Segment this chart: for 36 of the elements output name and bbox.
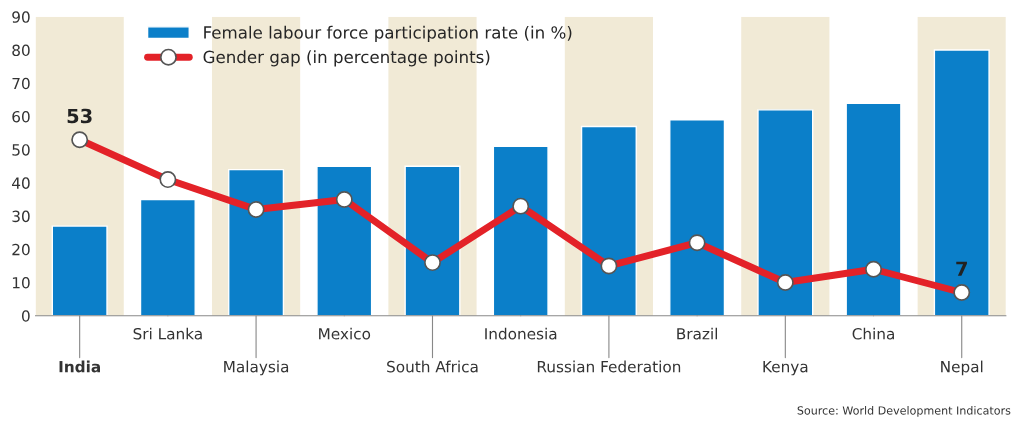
bar xyxy=(845,102,902,316)
x-tick-label: India xyxy=(59,360,100,373)
x-tick-label: South Africa xyxy=(387,360,478,373)
x-tick-label: Russian Federation xyxy=(537,360,681,373)
x-tick-label: Nepal xyxy=(941,360,983,376)
legend-label: Gender gap (in percentage points) xyxy=(203,50,490,67)
bar xyxy=(51,225,108,316)
y-tick-label: 50 xyxy=(12,144,30,156)
data-label: 7 xyxy=(956,261,967,276)
y-tick-label: 0 xyxy=(21,310,30,322)
y-tick-label: 20 xyxy=(12,243,30,256)
source-note: Source: World Development Indicators xyxy=(797,406,1011,417)
y-tick-label: 90 xyxy=(12,11,30,23)
legend-label: Female labour force participation rate (in %) xyxy=(204,25,572,42)
x-tick-label: Mexico xyxy=(319,327,371,340)
bar xyxy=(316,165,373,316)
y-tick-label: 40 xyxy=(12,177,30,189)
bar xyxy=(580,125,637,316)
bar xyxy=(228,168,285,316)
y-tick-label: 30 xyxy=(12,210,30,223)
bar xyxy=(669,119,726,316)
y-tick-label: 70 xyxy=(12,77,30,90)
bar xyxy=(492,145,549,316)
data-label: 53 xyxy=(67,108,92,124)
y-tick-label: 60 xyxy=(12,110,30,123)
bar xyxy=(139,198,196,316)
y-tick-label: 80 xyxy=(12,44,30,57)
bar xyxy=(404,165,461,316)
x-tick-label: Brazil xyxy=(677,327,717,340)
x-tick-label: Sri Lanka xyxy=(133,327,202,340)
x-tick-label: Kenya xyxy=(763,361,808,376)
bar xyxy=(757,109,814,316)
x-tick-label: Indonesia xyxy=(485,327,557,340)
y-tick-label: 10 xyxy=(12,277,30,289)
x-tick-label: China xyxy=(852,327,894,340)
x-tick-label: Malaysia xyxy=(224,360,289,376)
